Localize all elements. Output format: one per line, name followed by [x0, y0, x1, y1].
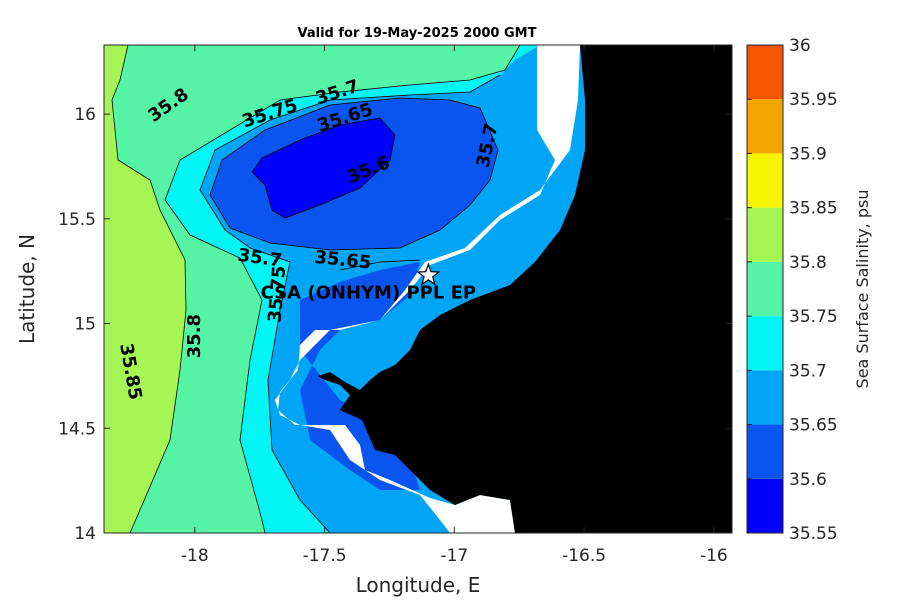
colorbar-tick-label: 35.6 [789, 470, 827, 490]
colorbar-tick-label: 35.65 [789, 416, 838, 436]
y-axis-label: Latitude, N [15, 234, 39, 344]
x-tick-label: -16.5 [562, 546, 606, 566]
y-axis: 14 14.5 15 15.5 16 [58, 105, 732, 544]
x-axis-label: Longitude, E [356, 573, 481, 597]
colorbar-tick-label: 35.7 [789, 361, 827, 381]
colorbar-tick-label: 35.95 [789, 90, 838, 110]
x-tick-label: -17 [440, 546, 468, 566]
colorbar-segment [747, 45, 783, 100]
colorbar-tick-label: 35.8 [789, 253, 827, 273]
y-tick-label: 14.5 [58, 419, 96, 439]
contour-label: 35.75 [264, 265, 290, 324]
map-title: Valid for 19-May-2025 2000 GMT [298, 26, 537, 41]
contour-label: 35.8 [184, 314, 205, 358]
y-tick-label: 15 [74, 315, 96, 335]
site-marker-group: CSA (ONHYM) PPL EP [261, 262, 476, 303]
colorbar-frame [746, 44, 784, 534]
y-tick-label: 15.5 [58, 210, 96, 230]
y-tick-label: 14 [74, 524, 96, 544]
x-tick-label: -16 [700, 546, 728, 566]
x-tick-label: -18 [181, 546, 209, 566]
colorbar-segment [747, 153, 783, 208]
y-tick-label: 16 [74, 105, 96, 125]
coastal-mask [275, 45, 580, 533]
x-tick-label: -17.5 [303, 546, 347, 566]
star-icon [416, 262, 441, 286]
colorbar-tick-label: 35.9 [789, 144, 827, 164]
colorbar-label: Sea Surface Salinity, psu [853, 190, 872, 389]
colorbar-segment [747, 424, 783, 479]
colorbar-segment [747, 99, 783, 154]
salinity-band-35-6-35-65 [252, 118, 395, 218]
colorbar-tick-label: 35.85 [789, 199, 838, 219]
map-plot-area [104, 44, 732, 534]
colorbar-tick-label: 36 [789, 36, 811, 56]
colorbar-tick-label: 35.55 [789, 524, 838, 544]
colorbar-segment [747, 370, 783, 425]
x-axis: -18 -17.5 -17 -16.5 -16 [181, 45, 728, 566]
colorbar-tick-label: 35.75 [789, 307, 838, 327]
colorbar-segment [747, 207, 783, 262]
colorbar-segment [747, 316, 783, 371]
plot-frame [103, 44, 733, 534]
colorbar-segment [747, 478, 783, 533]
colorbar: 35.55 35.6 35.65 35.7 35.75 35.8 35.85 35.9 35.9… [746, 36, 838, 544]
land-mass [318, 45, 732, 533]
colorbar-segment [747, 261, 783, 317]
site-label: CSA (ONHYM) PPL EP [261, 282, 476, 303]
contour-lines [111, 44, 521, 534]
